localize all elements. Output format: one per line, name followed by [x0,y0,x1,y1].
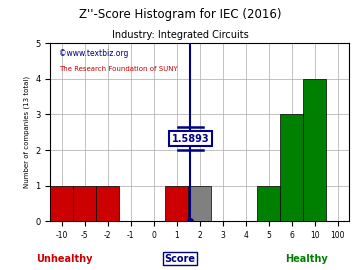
Bar [188,186,211,221]
Text: Industry: Integrated Circuits: Industry: Integrated Circuits [112,30,248,40]
Bar [96,186,120,221]
Bar [280,114,303,221]
Text: 1.5893: 1.5893 [172,134,209,144]
Text: Score: Score [165,254,195,264]
Y-axis label: Number of companies (13 total): Number of companies (13 total) [23,76,30,188]
Text: The Research Foundation of SUNY: The Research Foundation of SUNY [59,66,178,72]
Bar [303,79,326,221]
Bar [165,186,188,221]
Bar [257,186,280,221]
Text: Z''-Score Histogram for IEC (2016): Z''-Score Histogram for IEC (2016) [79,8,281,21]
Text: Healthy: Healthy [285,254,327,264]
Text: ©www.textbiz.org: ©www.textbiz.org [59,49,129,58]
Bar [50,186,73,221]
Text: Unhealthy: Unhealthy [37,254,93,264]
Bar [73,186,96,221]
